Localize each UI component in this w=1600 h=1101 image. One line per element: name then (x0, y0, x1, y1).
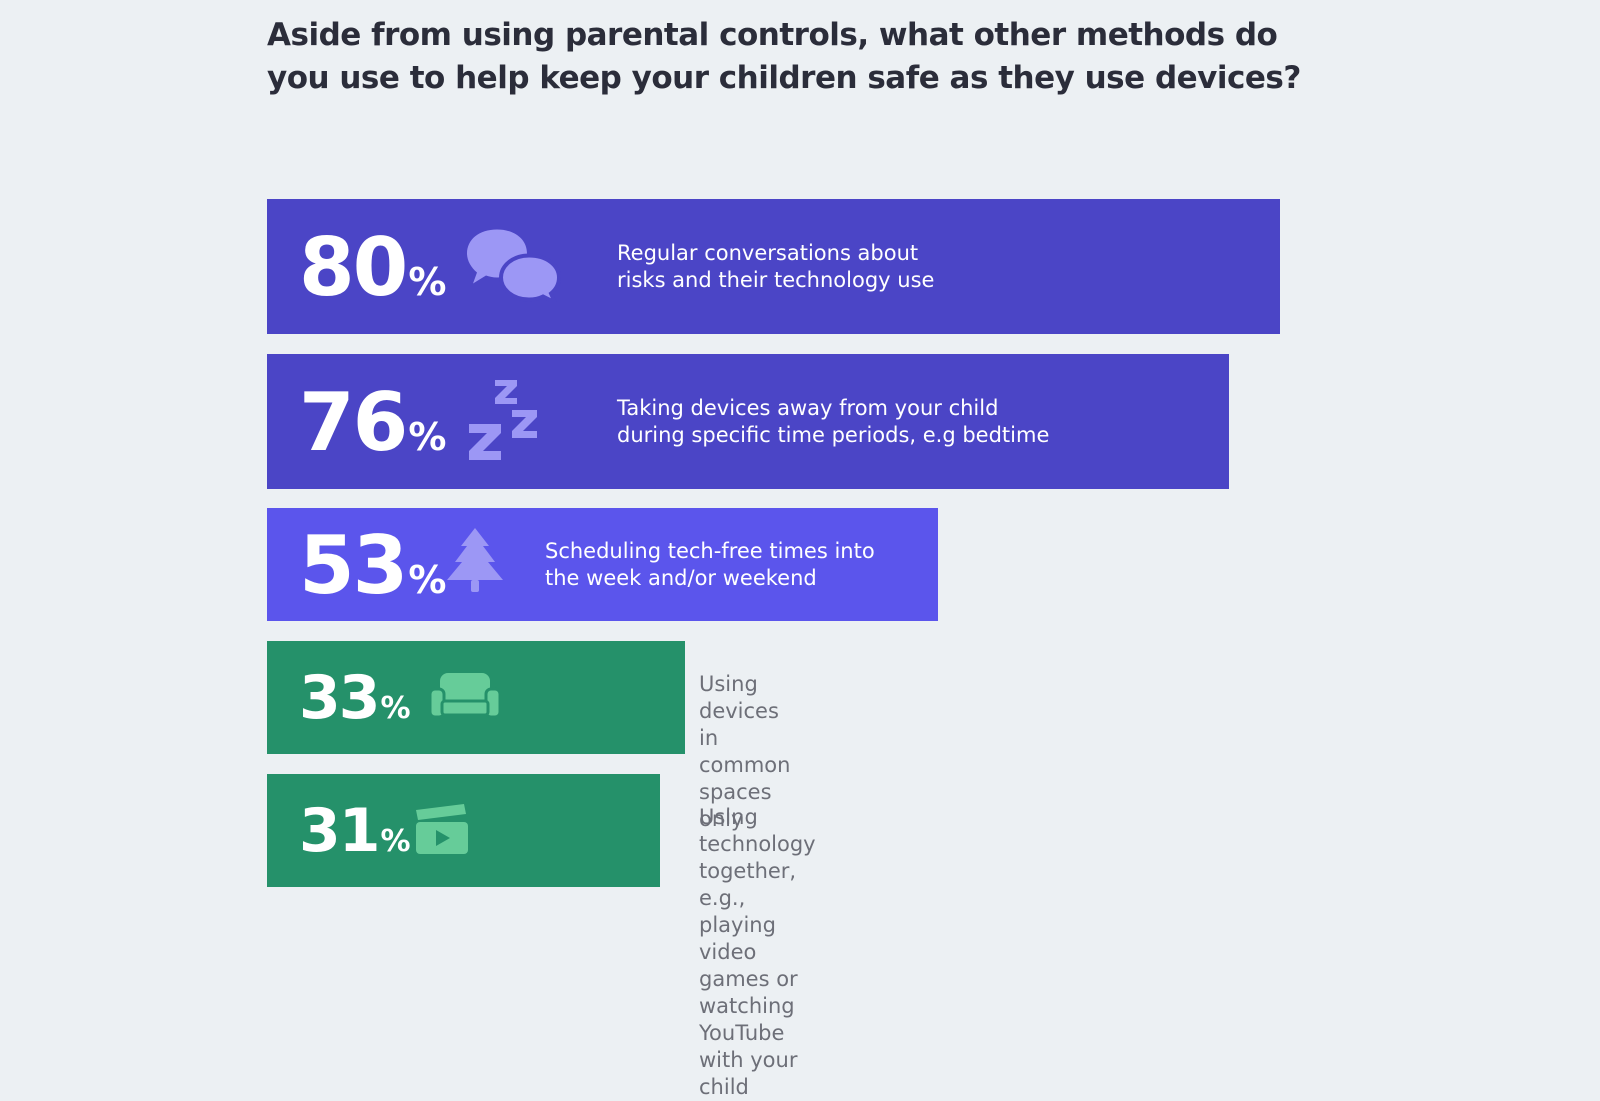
value-label: 31% (299, 796, 411, 866)
value-number: 76 (299, 376, 408, 469)
value-number: 33 (299, 663, 380, 733)
category-label: Scheduling tech-free times into the week… (545, 539, 875, 590)
value-number: 53 (299, 519, 408, 612)
percent-sign: % (408, 415, 447, 459)
sleep-zzz-icon (467, 379, 542, 464)
bar-3: 53% Scheduling tech-free times into the … (267, 508, 938, 621)
sofa-icon (428, 671, 502, 725)
clapperboard-icon (414, 803, 470, 858)
bar-1: 80% Regular conversations about risks an… (267, 199, 1280, 334)
category-label: Using devices in common spaces only (699, 672, 791, 831)
bar-4: 33% Using devices in common spaces only (267, 641, 790, 831)
category-label: Taking devices away from your child duri… (617, 396, 1050, 447)
speech-bubbles-icon (467, 227, 562, 307)
value-number: 31 (299, 796, 380, 866)
value-number: 80 (299, 221, 408, 314)
category-label: Using technology together, e.g., playing… (699, 805, 816, 1099)
percent-sign: % (380, 691, 411, 726)
value-label: 80% (299, 221, 446, 314)
bar-5: 31% Using technology together, e.g., pla… (267, 774, 816, 1099)
percent-sign: % (408, 558, 447, 602)
value-label: 33% (299, 663, 411, 733)
percent-sign: % (408, 260, 447, 304)
pine-tree-icon (445, 527, 505, 602)
value-label: 53% (299, 519, 446, 612)
percent-sign: % (380, 824, 411, 859)
category-label: Regular conversations about risks and th… (617, 241, 935, 292)
bar-2: 76% Taking devices away from your child … (267, 354, 1229, 489)
chart-title: Aside from using parental controls, what… (267, 17, 1301, 96)
value-label: 76% (299, 376, 446, 469)
